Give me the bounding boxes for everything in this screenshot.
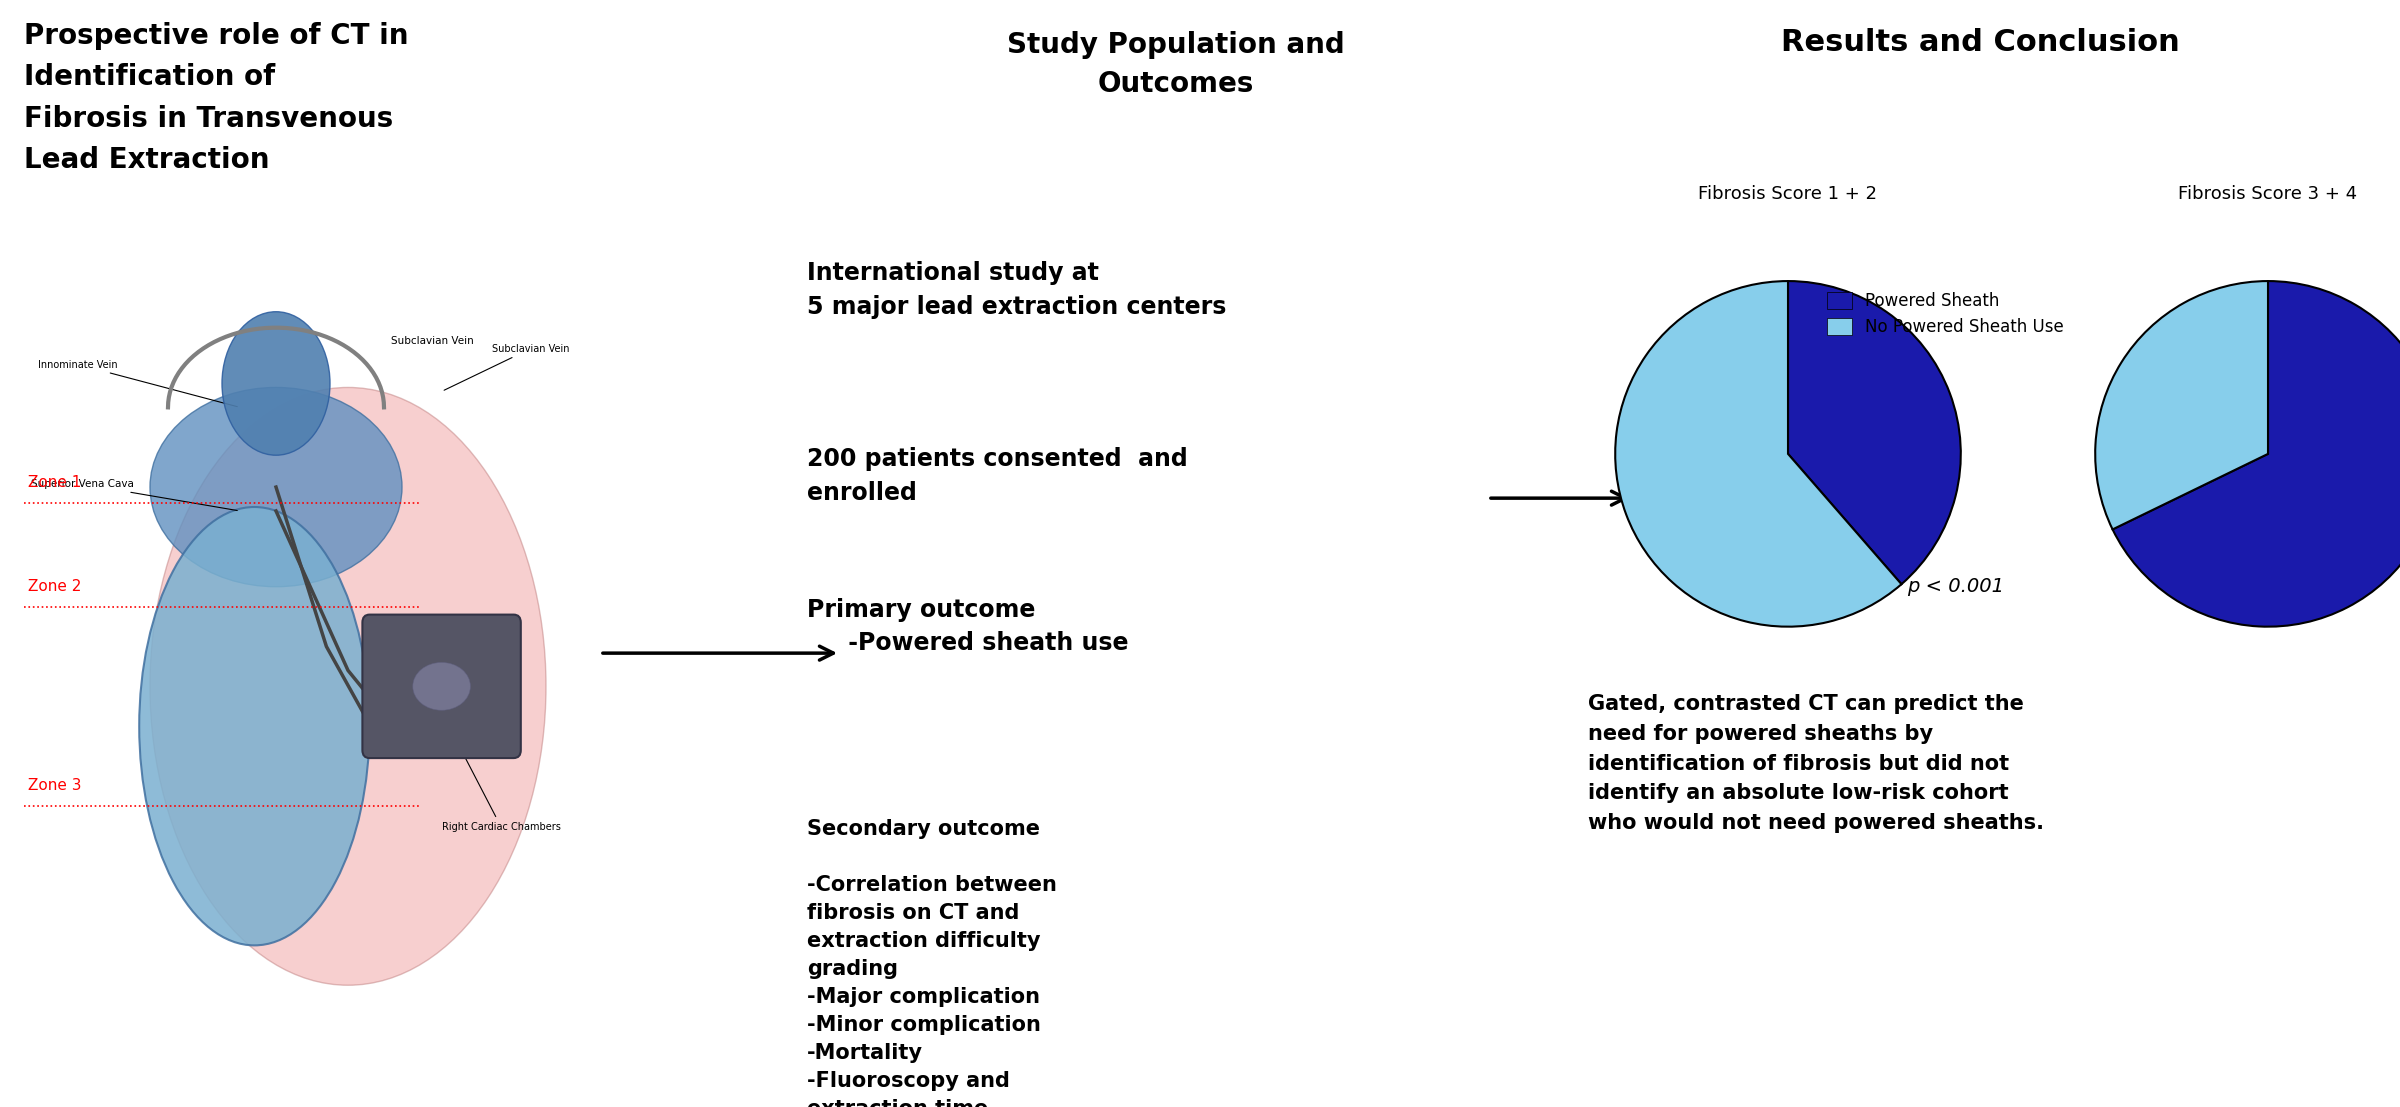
Text: Secondary outcome

-Correlation between
fibrosis on CT and
extraction difficulty: Secondary outcome -Correlation between f… [806, 819, 1058, 1107]
Wedge shape [2112, 281, 2400, 627]
Ellipse shape [413, 662, 470, 711]
Text: Zone 2: Zone 2 [29, 579, 82, 593]
Text: Gated, contrasted CT can predict the
need for powered sheaths by
identification : Gated, contrasted CT can predict the nee… [1589, 694, 2045, 832]
Text: Fibrosis Score 1 + 2: Fibrosis Score 1 + 2 [1699, 185, 1877, 204]
Ellipse shape [139, 507, 370, 945]
Text: Study Population and
Outcomes: Study Population and Outcomes [1008, 31, 1344, 99]
FancyBboxPatch shape [362, 614, 521, 758]
Wedge shape [1788, 281, 1961, 584]
Text: Right Cardiac Chambers: Right Cardiac Chambers [422, 673, 562, 831]
Text: Results and Conclusion: Results and Conclusion [1781, 28, 2179, 56]
Ellipse shape [149, 387, 403, 587]
Ellipse shape [223, 312, 331, 455]
Text: Primary outcome
     -Powered sheath use: Primary outcome -Powered sheath use [806, 598, 1128, 655]
Text: Subclavian Vein: Subclavian Vein [444, 343, 569, 391]
Text: 67.8%: 67.8% [2035, 703, 2112, 723]
Text: 200 patients consented  and
enrolled: 200 patients consented and enrolled [806, 447, 1188, 505]
Wedge shape [2095, 281, 2268, 529]
Legend: Powered Sheath, No Powered Sheath Use: Powered Sheath, No Powered Sheath Use [1819, 286, 2071, 343]
Ellipse shape [149, 387, 547, 985]
Wedge shape [1615, 281, 1901, 627]
Text: Zone 3: Zone 3 [29, 778, 82, 793]
Text: Superior Vena Cava: Superior Vena Cava [31, 479, 238, 510]
Text: Innominate Vein: Innominate Vein [38, 360, 238, 406]
Text: Zone 1: Zone 1 [29, 475, 82, 490]
Text: p < 0.001: p < 0.001 [1908, 577, 2004, 597]
Text: International study at
5 major lead extraction centers: International study at 5 major lead extr… [806, 261, 1226, 319]
Text: 38.6%: 38.6% [1512, 725, 1589, 745]
Text: Prospective role of CT in
Identification of
Fibrosis in Transvenous
Lead Extract: Prospective role of CT in Identification… [24, 22, 408, 174]
Text: Fibrosis Score 3 + 4: Fibrosis Score 3 + 4 [2179, 185, 2357, 204]
Text: Subclavian Vein: Subclavian Vein [391, 335, 473, 345]
